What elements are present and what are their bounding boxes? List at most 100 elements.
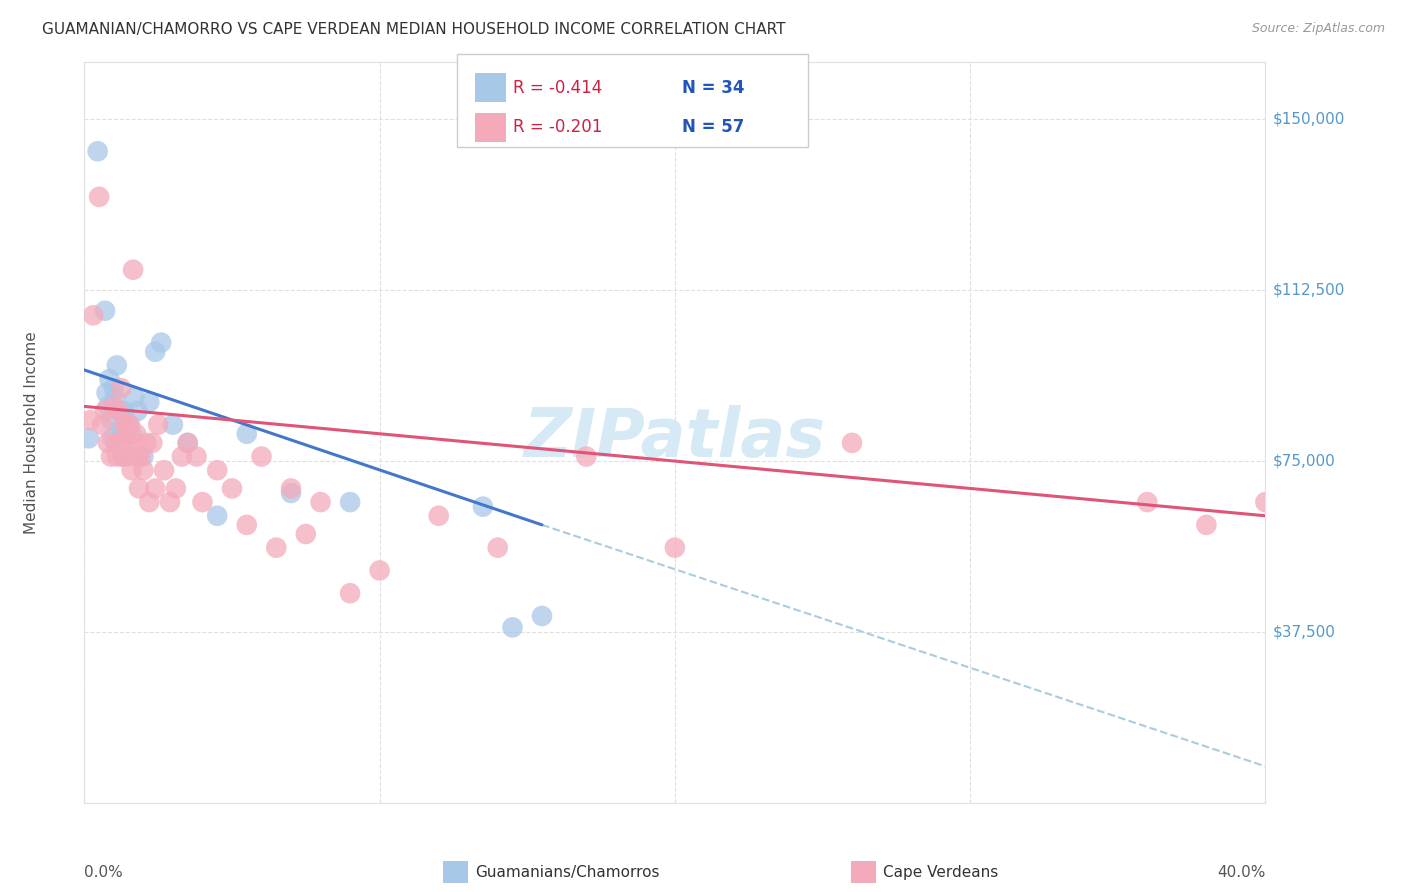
Point	[120, 417, 142, 432]
Point	[114, 435, 136, 450]
Point	[235, 426, 259, 441]
Point	[110, 404, 132, 418]
Point	[111, 450, 134, 464]
Point	[121, 463, 143, 477]
Point	[368, 564, 391, 578]
Point	[118, 450, 141, 464]
Point	[143, 482, 166, 496]
Point	[127, 450, 149, 464]
Point	[135, 435, 157, 450]
Point	[841, 435, 863, 450]
Point	[86, 145, 108, 159]
Point	[101, 431, 124, 445]
Point	[96, 385, 118, 400]
Text: N = 57: N = 57	[682, 119, 744, 136]
Text: ZIPatlas: ZIPatlas	[524, 405, 825, 471]
Point	[501, 620, 523, 634]
Point	[97, 435, 120, 450]
Point	[132, 450, 155, 464]
Point	[112, 404, 135, 418]
Point	[112, 417, 135, 432]
Point	[221, 482, 243, 496]
Point	[111, 450, 134, 464]
Point	[79, 413, 101, 427]
Point	[427, 508, 450, 523]
Point	[250, 450, 273, 464]
Point	[1136, 495, 1159, 509]
Point	[339, 586, 361, 600]
Point	[664, 541, 686, 555]
Point	[148, 417, 170, 432]
Point	[105, 450, 128, 464]
Text: N = 34: N = 34	[682, 78, 744, 96]
Point	[107, 404, 129, 418]
Text: Cape Verdeans: Cape Verdeans	[883, 865, 998, 880]
Point	[575, 450, 598, 464]
Point	[108, 422, 131, 436]
Point	[205, 463, 228, 477]
Point	[150, 335, 173, 350]
Text: R = -0.201: R = -0.201	[513, 119, 603, 136]
Point	[186, 450, 208, 464]
Point	[170, 450, 193, 464]
Point	[98, 372, 121, 386]
Point	[177, 435, 200, 450]
Point	[100, 450, 122, 464]
Point	[531, 609, 554, 624]
Point	[205, 508, 228, 523]
Point	[118, 417, 141, 432]
Point	[82, 308, 104, 322]
Point	[121, 426, 143, 441]
Point	[114, 426, 136, 441]
Point	[103, 400, 125, 414]
Point	[280, 486, 302, 500]
Point	[125, 426, 148, 441]
Point	[124, 390, 146, 404]
Point	[77, 431, 100, 445]
Point	[94, 404, 117, 418]
Point	[339, 495, 361, 509]
Text: 0.0%: 0.0%	[84, 865, 124, 880]
Text: R = -0.414: R = -0.414	[513, 78, 602, 96]
Point	[107, 404, 129, 418]
Point	[91, 417, 114, 432]
Point	[100, 413, 122, 427]
Point	[177, 435, 200, 450]
Text: $75,000: $75,000	[1272, 454, 1336, 468]
Point	[104, 435, 127, 450]
Text: 40.0%: 40.0%	[1218, 865, 1265, 880]
Point	[124, 435, 146, 450]
Point	[1254, 495, 1277, 509]
Point	[141, 435, 163, 450]
Text: Source: ZipAtlas.com: Source: ZipAtlas.com	[1251, 22, 1385, 36]
Point	[87, 190, 111, 204]
Point	[110, 381, 132, 395]
Point	[309, 495, 332, 509]
Text: Median Household Income: Median Household Income	[24, 331, 39, 534]
Point	[235, 517, 259, 532]
Text: GUAMANIAN/CHAMORRO VS CAPE VERDEAN MEDIAN HOUSEHOLD INCOME CORRELATION CHART: GUAMANIAN/CHAMORRO VS CAPE VERDEAN MEDIA…	[42, 22, 786, 37]
Point	[108, 435, 131, 450]
Point	[122, 262, 145, 277]
Point	[1195, 517, 1218, 532]
Point	[162, 417, 184, 432]
Point	[165, 482, 187, 496]
Point	[191, 495, 214, 509]
Point	[129, 450, 152, 464]
Point	[280, 482, 302, 496]
Point	[486, 541, 509, 555]
Point	[132, 463, 155, 477]
Point	[127, 404, 149, 418]
Point	[138, 495, 160, 509]
Point	[94, 303, 117, 318]
Point	[472, 500, 495, 514]
Point	[143, 344, 166, 359]
Point	[264, 541, 288, 555]
Text: $37,500: $37,500	[1272, 624, 1336, 640]
Point	[104, 390, 127, 404]
Text: $112,500: $112,500	[1272, 283, 1344, 298]
Point	[105, 359, 128, 373]
Point	[97, 400, 120, 414]
Text: $150,000: $150,000	[1272, 112, 1344, 127]
Point	[103, 381, 125, 395]
